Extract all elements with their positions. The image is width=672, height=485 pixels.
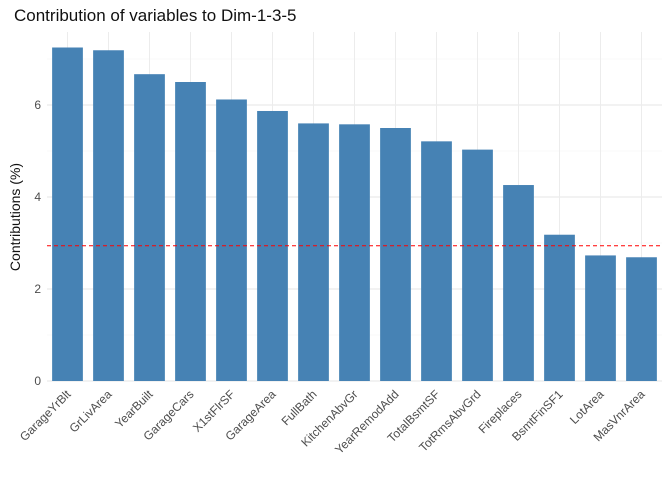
y-axis: 0 2 4 6 [34,98,41,388]
bar [503,185,534,381]
y-tick-label: 0 [34,374,41,388]
y-tick-label: 4 [34,190,41,204]
x-tick-label: FullBath [279,387,320,428]
bar [380,128,411,381]
bars [52,47,657,382]
bar [93,50,124,381]
y-axis-label: Contributions (%) [7,163,23,271]
x-axis: GarageYrBltGrLivAreaYearBuiltGarageCarsX… [17,387,648,457]
bar [216,99,247,381]
bar [298,123,329,382]
bar [585,255,616,381]
bar [134,74,165,382]
bar [544,234,575,381]
bar [52,47,83,381]
x-tick-label: GrLivArea [67,387,115,435]
x-tick-label: LotArea [567,387,607,427]
bar [175,82,206,381]
bar [339,124,370,381]
bar [462,149,493,381]
y-tick-label: 6 [34,98,41,112]
bar [421,141,452,381]
x-tick-label: GarageYrBlt [17,387,74,444]
bar [626,257,657,381]
y-tick-label: 2 [34,282,41,296]
chart-title: Contribution of variables to Dim-1-3-5 [14,6,297,25]
